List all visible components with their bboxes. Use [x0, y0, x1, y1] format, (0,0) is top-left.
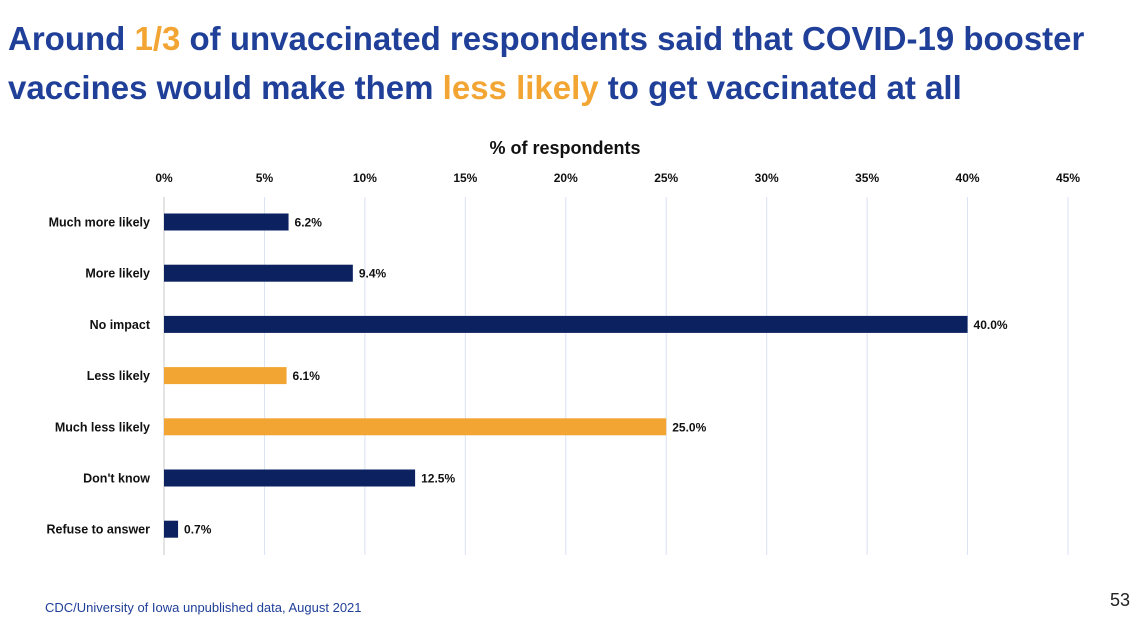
data-label: 6.1%	[293, 369, 321, 383]
x-tick-label: 35%	[855, 171, 879, 185]
category-labels: Much more likely More likely No impact Less…	[46, 216, 150, 537]
title-text: to get vaccinated at all	[598, 69, 962, 106]
bar	[164, 264, 353, 282]
data-label: 25.0%	[672, 420, 706, 434]
data-label: 9.4%	[359, 267, 387, 281]
x-tick-labels: 0% 5% 10% 15% 20% 25% 30% 35% 40% 45%	[155, 171, 1080, 185]
x-tick-label: 25%	[654, 171, 678, 185]
category-label: Much more likely	[49, 216, 150, 230]
gridlines	[263, 197, 1069, 555]
data-label: 6.2%	[295, 216, 323, 230]
title-highlight: less likely	[442, 69, 599, 106]
data-labels: 6.2% 9.4% 40.0% 6.1% 25.0% 12.5% 0.7%	[184, 216, 1008, 537]
category-label: More likely	[85, 267, 150, 281]
x-tick-label: 40%	[956, 171, 980, 185]
x-tick-label: 5%	[256, 171, 274, 185]
x-tick-label: 0%	[155, 171, 173, 185]
x-axis-title: % of respondents	[489, 138, 640, 158]
x-tick-label: 45%	[1056, 171, 1080, 185]
bar	[164, 367, 287, 385]
bar	[164, 418, 667, 436]
category-label: Much less likely	[55, 420, 150, 434]
x-tick-label: 20%	[554, 171, 578, 185]
bar	[164, 469, 416, 487]
bar	[164, 520, 179, 538]
category-label: Don't know	[83, 472, 150, 486]
data-label: 0.7%	[184, 523, 212, 537]
page-number: 53	[1109, 590, 1130, 610]
bar	[164, 213, 289, 231]
slide-title: Around 1/3 of unvaccinated respondents s…	[8, 14, 1138, 112]
data-label: 40.0%	[974, 318, 1008, 332]
x-tick-label: 30%	[755, 171, 779, 185]
source-note: CDC/University of Iowa unpublished data,…	[45, 600, 362, 615]
x-tick-label: 10%	[353, 171, 377, 185]
category-label: Less likely	[87, 369, 150, 383]
title-text: of unvaccinated respondents said that CO…	[8, 20, 1085, 106]
category-label: Refuse to answer	[46, 523, 150, 537]
title-text: Around	[8, 20, 135, 57]
category-label: No impact	[90, 318, 151, 332]
title-highlight: 1/3	[134, 20, 181, 57]
data-label: 12.5%	[421, 472, 455, 486]
bar	[164, 315, 968, 333]
bars	[164, 213, 968, 538]
x-tick-label: 15%	[453, 171, 477, 185]
